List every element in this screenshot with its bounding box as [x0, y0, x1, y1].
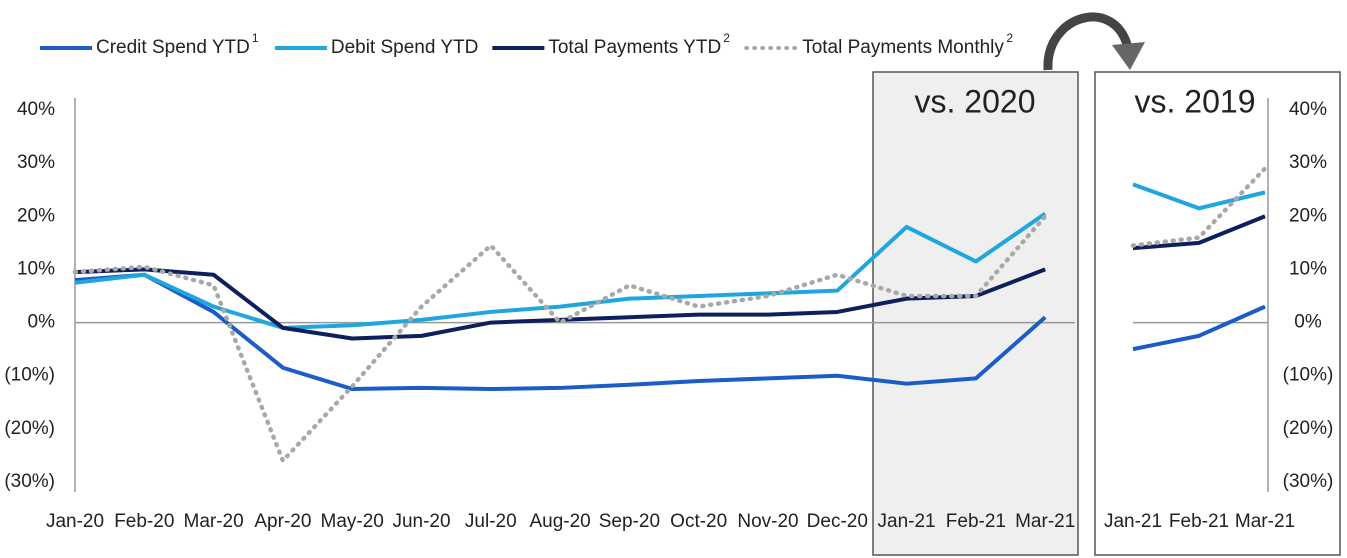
panel-label: vs. 2020 — [915, 83, 1036, 119]
x-tick-label: Jan-21 — [878, 511, 936, 532]
x-tick-label: May-20 — [321, 511, 384, 532]
y-tick-label: 30% — [1289, 152, 1327, 173]
y-tick-label: (20%) — [4, 418, 55, 439]
x-tick-label: Jan-21 — [1104, 511, 1162, 532]
x-tick-label: Mar-21 — [1015, 511, 1075, 532]
series-line — [72, 214, 1048, 463]
series-line — [74, 272, 1047, 391]
series-line — [1132, 304, 1266, 352]
x-tick-label: Jul-20 — [465, 511, 517, 532]
y-tick-label: 0% — [28, 312, 56, 333]
y-tick-label: 30% — [17, 152, 55, 173]
y-tick-label: (20%) — [1283, 418, 1334, 439]
y-tick-label: 40% — [1289, 99, 1327, 120]
arrow-head — [1112, 42, 1145, 70]
x-tick-label: Dec-20 — [807, 511, 868, 532]
legend-note: 2 — [1006, 31, 1013, 45]
y-tick-label: 20% — [1289, 205, 1327, 226]
arrow — [1043, 12, 1133, 71]
y-tick-label: 20% — [17, 205, 55, 226]
legend-note: 1 — [252, 31, 259, 45]
y-tick-label: 10% — [17, 258, 55, 279]
x-tick-label: Apr-20 — [254, 511, 311, 532]
series-line — [74, 267, 1046, 341]
x-tick-label: Aug-20 — [529, 511, 590, 532]
x-tick-label: Jun-20 — [392, 511, 450, 532]
legend-note: 2 — [723, 31, 730, 45]
x-tick-label: Sep-20 — [599, 511, 660, 532]
x-tick-label: Feb-21 — [946, 511, 1006, 532]
x-tick-label: Jan-20 — [46, 511, 104, 532]
x-tick-label: Mar-20 — [184, 511, 244, 532]
x-tick-label: Oct-20 — [670, 511, 727, 532]
highlight-box — [872, 71, 1079, 556]
y-tick-label: 0% — [1294, 312, 1322, 333]
y-tick-label: (30%) — [1283, 471, 1334, 492]
series-line — [74, 211, 1047, 330]
series-line — [1130, 166, 1268, 248]
y-tick-label: (10%) — [4, 365, 55, 386]
legend-label: Credit Spend YTD — [96, 37, 250, 58]
legend-label: Total Payments YTD — [548, 37, 721, 58]
panel-box — [1094, 71, 1341, 556]
y-tick-label: 10% — [1289, 258, 1327, 279]
legend-label: Debit Spend YTD — [331, 37, 479, 58]
y-tick-label: 40% — [17, 99, 55, 120]
legend-label: Total Payments Monthly — [802, 37, 1004, 58]
y-tick-label: (30%) — [4, 471, 55, 492]
x-tick-label: Nov-20 — [737, 511, 798, 532]
series-line — [1132, 214, 1266, 251]
y-tick-label: (10%) — [1283, 365, 1334, 386]
x-tick-label: Feb-21 — [1169, 511, 1229, 532]
series-line — [1132, 182, 1266, 211]
panel-label: vs. 2019 — [1135, 83, 1256, 119]
x-tick-label: Mar-21 — [1235, 511, 1295, 532]
x-tick-label: Feb-20 — [114, 511, 174, 532]
